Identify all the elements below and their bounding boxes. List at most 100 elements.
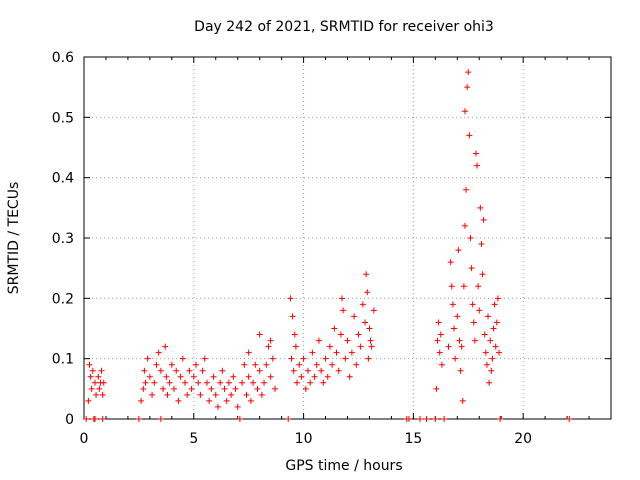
data-point [144,355,151,362]
data-point [141,367,148,374]
data-point [261,379,268,386]
data-point [86,361,93,368]
data-point [247,397,254,404]
data-point [302,385,309,392]
data-point [355,331,362,338]
data-point [367,337,374,344]
data-point [239,379,246,386]
x-tick-label: 15 [404,431,422,447]
data-point [146,373,153,380]
y-tick-label: 0 [65,412,74,428]
data-point [234,403,241,410]
y-axis-label: SRMTID / TECUs [6,182,22,295]
data-point [225,379,232,386]
data-point [87,373,94,380]
data-point [210,373,217,380]
data-point [267,337,274,344]
y-tick-label: 0.6 [52,50,74,66]
data-point [463,186,470,193]
data-point [288,355,295,362]
data-point [459,397,466,404]
plot-frame [83,56,612,420]
data-point [256,331,263,338]
data-point [461,222,468,229]
data-point [366,325,373,332]
data-point [96,385,103,392]
data-point [91,379,98,386]
data-point [203,379,210,386]
data-point [292,343,299,350]
data-point [465,69,472,76]
data-point [340,307,347,314]
data-point [99,416,106,422]
data-point [496,349,503,356]
data-point [313,361,320,368]
data-point [479,271,486,278]
x-axis-label: GPS time / hours [285,458,402,474]
data-point [492,343,499,350]
data-point [485,313,492,320]
grid [84,57,611,419]
x-tick-label: 0 [80,431,89,447]
data-point [322,355,329,362]
data-point [157,367,164,374]
x-tick-label: 10 [295,431,313,447]
data-point [83,416,90,422]
data-point [228,391,235,398]
data-point [93,391,100,398]
data-point [470,319,477,326]
data-point [331,325,338,332]
data-point [142,379,149,386]
data-point [208,385,215,392]
data-point [449,301,456,308]
data-point [447,259,454,266]
data-point [326,343,333,350]
data-point [186,367,193,374]
data-point [258,391,265,398]
data-point [217,379,224,386]
data-point [464,84,471,91]
data-point [293,379,300,386]
data-point [250,379,257,386]
data-point [448,283,455,290]
data-point [474,162,481,169]
data-point [490,325,497,332]
data-point [245,373,252,380]
data-point [182,379,189,386]
data-point [149,391,156,398]
data-point [365,355,372,362]
data-point [475,283,482,290]
data-point [368,343,375,350]
data-point [320,379,327,386]
data-point [192,361,199,368]
data-point [480,216,487,223]
data-point [452,355,459,362]
data-point [241,361,248,368]
data-point [212,391,219,398]
data-point [461,108,468,115]
data-point [232,385,239,392]
y-tick-label: 0.5 [52,110,74,126]
data-point [357,343,364,350]
data-point [166,379,173,386]
data-point [476,307,483,314]
data-point [135,416,142,422]
data-point [364,289,371,296]
x-tick-label: 5 [189,431,198,447]
data-point [342,355,349,362]
data-point [140,385,147,392]
data-point [304,367,311,374]
data-point [162,343,169,350]
data-point [256,367,263,374]
data-point [450,325,457,332]
data-point [263,361,270,368]
data-point [454,313,461,320]
data-point [243,391,250,398]
data-point [267,373,274,380]
data-point [99,391,106,398]
data-point [434,337,441,344]
data-point [456,337,463,344]
data-point [329,361,336,368]
y-tick-label: 0.2 [52,291,74,307]
data-point [219,367,226,374]
